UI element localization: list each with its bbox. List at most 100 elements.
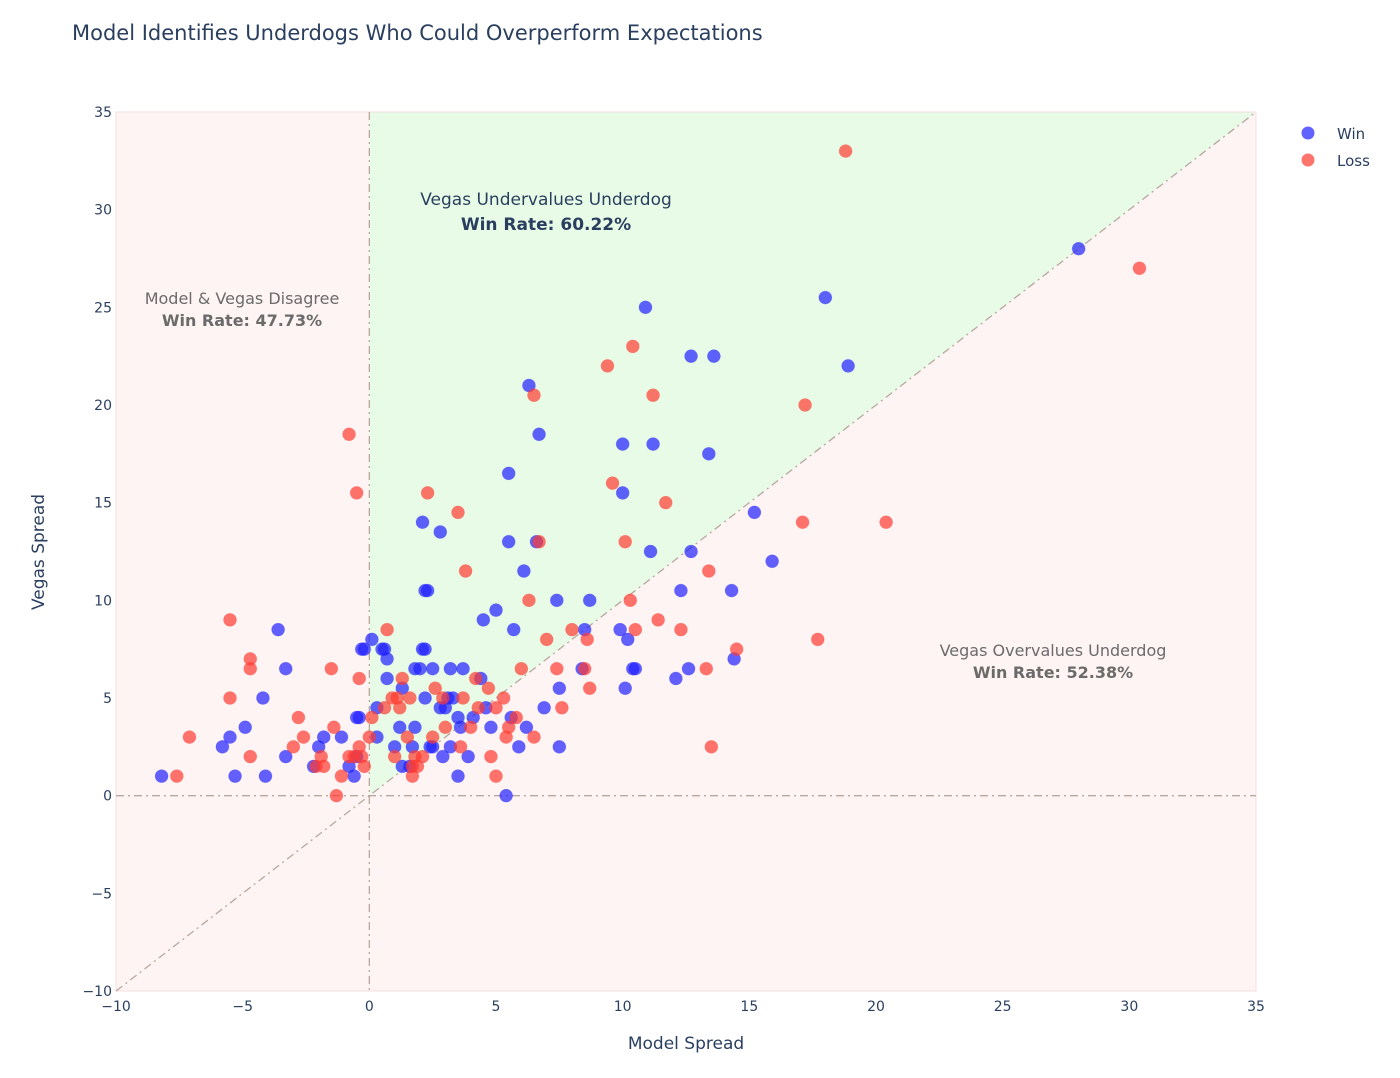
win-point [765,554,779,569]
y-tick-label: −10 [82,984,112,1000]
y-tick-label: 25 [94,300,112,316]
region-left-disagree [116,112,370,991]
win-point [392,720,407,735]
loss-point [463,720,478,735]
loss-point [415,749,430,764]
loss-point [453,740,468,754]
win-point [380,671,394,686]
loss-point [316,759,331,774]
loss-point [243,652,258,666]
win-point [418,642,432,656]
win-point [549,593,564,608]
win-point [681,661,696,676]
y-tick-label: 0 [103,789,112,805]
win-point [420,583,435,598]
loss-point [428,681,443,696]
chart-title: Model Identifies Underdogs Who Could Ove… [72,21,763,45]
loss-point [395,671,410,686]
y-tick-label: 30 [94,203,112,219]
loss-point [555,700,569,715]
y-tick-label: 35 [94,105,112,121]
legend-loss-marker [1301,153,1315,167]
win-point [818,290,833,305]
loss-point [365,710,379,725]
loss-point [286,740,301,754]
win-point [435,749,450,764]
legend-item-win[interactable]: Win [1301,125,1366,143]
loss-point [458,564,473,578]
y-tick-label: 10 [94,593,112,609]
win-point [278,661,293,676]
x-tick-label: 10 [614,999,632,1015]
win-point [347,769,361,783]
loss-point [522,593,536,608]
win-point [357,642,372,656]
loss-point [362,730,377,744]
loss-point [565,622,579,637]
legend: Win Loss [1301,125,1371,170]
x-tick-label: −5 [232,999,253,1015]
annotation-left: Model & Vegas Disagree Win Rate: 47.73% [145,289,340,330]
x-tick-label: 15 [740,999,758,1015]
loss-point [704,740,719,754]
legend-item-loss[interactable]: Loss [1301,152,1371,170]
win-point [532,427,546,442]
loss-point [605,476,620,490]
win-point [238,720,252,735]
win-point [154,769,169,783]
loss-point [334,769,349,783]
loss-point [549,661,564,676]
win-point [499,788,513,803]
win-point [476,613,491,627]
win-point [707,349,721,363]
loss-point [582,681,597,696]
annotation-right-label: Vegas Overvalues Underdog [940,641,1167,660]
loss-point [456,691,470,705]
win-point [701,447,716,461]
loss-point [674,622,688,637]
x-tick-label: 25 [994,999,1012,1015]
loss-point [501,720,516,735]
win-point [552,740,567,754]
win-point [461,749,475,764]
win-point [489,603,503,617]
loss-point [327,720,341,735]
loss-point [838,144,853,158]
loss-point [425,730,440,744]
annotation-top-label: Vegas Undervalues Underdog [420,190,672,210]
loss-point [342,427,356,442]
win-point [724,583,739,598]
win-point [620,632,635,647]
diagonal-line [115,111,1257,992]
win-point [618,681,633,696]
loss-point [527,730,541,744]
win-point [334,730,349,744]
loss-point [400,730,415,744]
win-point [415,515,430,530]
win-point [537,700,551,715]
loss-point [532,534,546,549]
win-point [484,720,498,735]
win-point [519,720,534,735]
win-point [418,691,432,705]
loss-point [618,534,633,549]
loss-point [658,495,673,510]
y-tick-label: 5 [103,691,112,707]
loss-point [296,730,311,744]
win-point [674,583,688,598]
loss-point [324,661,339,676]
loss-point [646,388,660,403]
win-point [506,622,521,637]
win-point [278,749,293,764]
win-point [517,564,531,578]
x-tick-label: 5 [492,999,501,1015]
win-point [443,661,458,676]
loss-point [623,593,638,608]
loss-point [377,700,392,715]
win-point [456,661,470,676]
legend-win-label: Win [1337,125,1365,143]
loss-point [1132,261,1147,276]
loss-point [243,749,258,764]
loss-point [577,661,592,676]
win-point [638,300,653,315]
